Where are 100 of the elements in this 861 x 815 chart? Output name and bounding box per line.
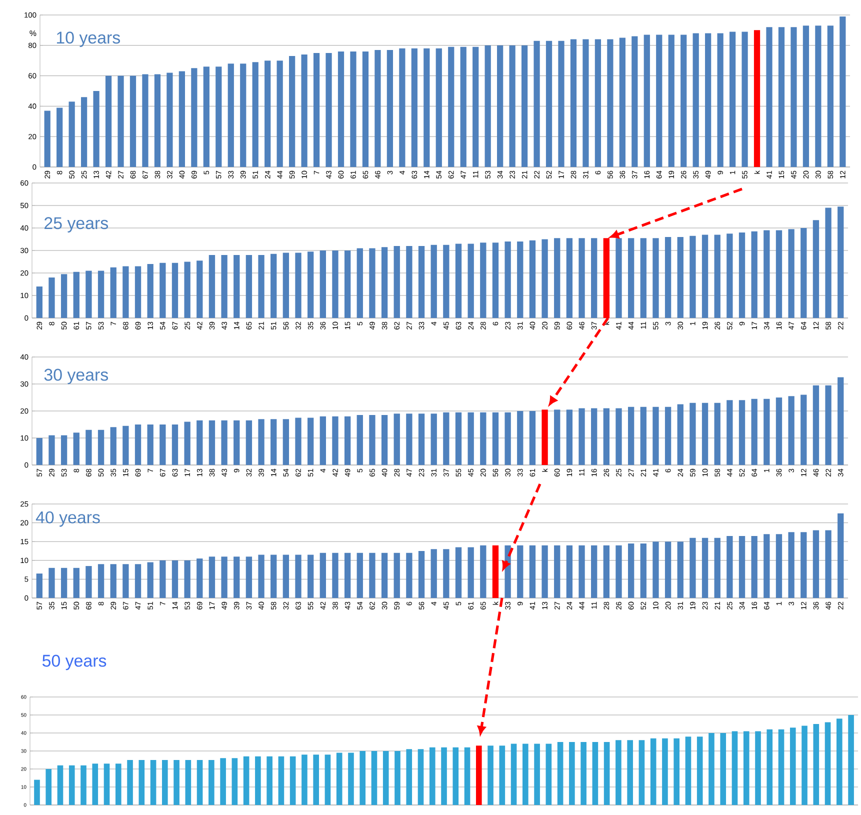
bar	[802, 726, 808, 805]
bar	[264, 60, 271, 167]
bar	[714, 402, 720, 465]
bar	[674, 738, 680, 805]
bar	[221, 254, 228, 318]
bar	[592, 742, 598, 805]
bar	[726, 234, 733, 318]
bar	[406, 552, 412, 598]
bar	[184, 422, 190, 465]
bar	[652, 542, 659, 598]
bar	[705, 33, 712, 167]
bar	[628, 238, 634, 318]
bar	[48, 277, 55, 318]
bar	[338, 51, 344, 167]
bar	[690, 402, 696, 465]
bar	[48, 568, 55, 598]
bar	[436, 48, 442, 167]
bar	[122, 426, 129, 465]
bar	[751, 231, 758, 318]
bar	[738, 232, 746, 318]
bar	[790, 728, 796, 805]
bar	[266, 756, 272, 805]
bar	[640, 406, 646, 465]
bar	[150, 760, 156, 805]
bar	[46, 768, 52, 805]
bar	[86, 430, 92, 465]
bar	[717, 33, 724, 167]
bar	[790, 27, 797, 167]
bar	[138, 760, 145, 805]
bar	[591, 408, 598, 465]
bar	[234, 254, 240, 318]
bar	[441, 747, 447, 805]
bar	[616, 545, 622, 598]
bar	[764, 230, 770, 318]
bar	[174, 760, 180, 805]
bar	[492, 545, 499, 598]
bar	[764, 398, 770, 465]
bar	[566, 238, 573, 318]
bar	[742, 32, 748, 167]
bar	[702, 234, 708, 318]
chart-title: 50 years	[42, 654, 106, 670]
bar	[455, 547, 462, 598]
bar	[492, 242, 499, 318]
bar	[677, 404, 684, 465]
bar	[216, 66, 222, 167]
bar	[332, 552, 338, 598]
bar	[627, 740, 633, 805]
bar	[104, 764, 110, 805]
bar	[360, 750, 366, 805]
bar	[162, 760, 168, 805]
bar	[650, 738, 656, 805]
bar	[344, 552, 351, 598]
bar	[36, 286, 42, 318]
bar	[336, 752, 342, 805]
bar	[754, 30, 760, 167]
bar	[362, 51, 369, 167]
bar	[295, 554, 302, 598]
bar	[529, 240, 536, 318]
bar	[848, 714, 854, 805]
bar	[418, 550, 425, 598]
bar	[122, 564, 129, 598]
bar	[788, 532, 794, 598]
bar	[196, 760, 203, 805]
bar	[374, 50, 381, 167]
bar	[778, 27, 785, 167]
bar	[282, 252, 290, 318]
bar	[504, 241, 511, 318]
bar	[418, 414, 425, 465]
bar	[776, 230, 782, 318]
bar	[134, 266, 142, 318]
bar	[714, 234, 720, 318]
bar	[246, 420, 252, 465]
bar	[656, 34, 662, 167]
bar	[147, 562, 154, 598]
bar	[80, 765, 86, 805]
bar	[350, 51, 356, 167]
bar	[607, 39, 614, 167]
bar	[468, 547, 474, 598]
bar	[98, 564, 104, 598]
bar	[255, 756, 261, 805]
bar	[677, 236, 684, 318]
bar	[36, 438, 42, 465]
bar	[243, 756, 250, 805]
bar	[680, 34, 687, 167]
bar	[44, 110, 50, 167]
bar	[619, 38, 626, 167]
bar	[534, 744, 540, 805]
bar	[443, 412, 450, 465]
bar	[812, 530, 820, 598]
bar	[652, 406, 659, 465]
bar	[529, 410, 536, 465]
bar	[73, 568, 80, 598]
bar	[98, 270, 104, 318]
bar	[554, 238, 560, 318]
bar	[788, 396, 794, 465]
bar	[324, 754, 331, 805]
bar	[455, 412, 462, 465]
bar	[800, 228, 807, 318]
bar	[308, 418, 314, 465]
bar	[824, 722, 831, 805]
